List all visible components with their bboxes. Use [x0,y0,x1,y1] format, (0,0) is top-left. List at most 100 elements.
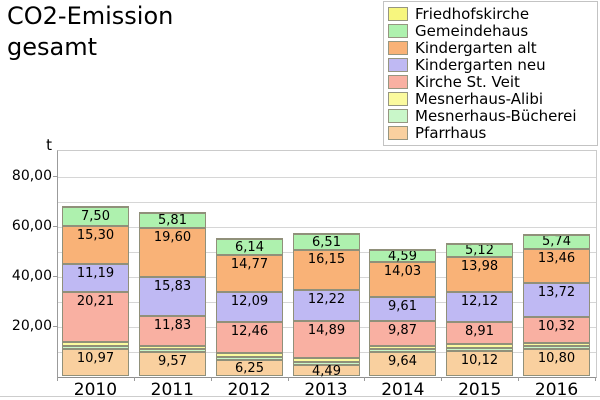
bar-segment-2011-1[interactable] [139,349,206,352]
bar-segment-2010-6[interactable] [62,207,129,226]
legend-item-4[interactable]: Kirche St. Veit [388,72,595,91]
legend-item-5[interactable]: Mesnerhaus-Alibi [388,90,595,109]
bar-segment-2014-0[interactable] [369,352,436,376]
bar-segment-2015-1[interactable] [446,348,513,351]
bar-segment-2011-4[interactable] [139,277,206,316]
bar-segment-2014-1[interactable] [369,349,436,352]
bar-segment-2012-5[interactable] [216,255,283,292]
bar-segment-2013-0[interactable] [293,365,360,376]
legend-item-6[interactable]: Mesnerhaus-Bücherei [388,107,595,126]
bar-segment-2010-5[interactable] [62,226,129,264]
x-axis-label-2011: 2011 [150,380,194,400]
legend-item-label: Kirche St. Veit [415,72,520,91]
y-tick-label-40: 40,00 [11,268,52,284]
legend-swatch-icon [388,74,408,89]
gridline-70 [58,202,596,203]
bar-segment-2011-3[interactable] [139,316,206,346]
y-tick-mark [53,176,57,177]
legend-swatch-icon [388,6,408,21]
bar-segment-2016-2[interactable] [523,343,590,346]
chart-title: CO2-Emission gesamt [7,1,173,63]
x-tick-mark [134,377,135,381]
page-bottom-divider [0,396,600,397]
chart-title-line1: CO2-Emission [7,2,174,30]
y-tick-label-60: 60,00 [11,218,52,234]
chart-legend: Friedhofskirche Gemeindehaus Kindergarten … [383,1,598,146]
bar-segment-2011-0[interactable] [139,352,206,376]
x-tick-mark [441,377,442,381]
bar-segment-2015-4[interactable] [446,292,513,322]
bar-segment-2012-2[interactable] [216,353,283,357]
x-tick-mark [518,377,519,381]
x-tick-mark [211,377,212,381]
bar-segment-2014-5[interactable] [369,262,436,297]
chart-title-line2: gesamt [7,33,97,61]
bar-segment-2012-7[interactable] [216,238,283,240]
bar-segment-2016-5[interactable] [523,249,590,283]
x-axis-label-2014: 2014 [381,380,425,400]
bar-segment-2011-6[interactable] [139,213,206,228]
bar-segment-2015-7[interactable] [446,243,513,245]
bar-segment-2011-5[interactable] [139,228,206,277]
x-axis-label-2010: 2010 [73,380,118,400]
bar-segment-2013-7[interactable] [293,233,360,235]
bar-segment-2013-3[interactable] [293,321,360,358]
bar-segment-2014-6[interactable] [369,250,436,262]
bar-segment-2012-1[interactable] [216,357,283,360]
bar-segment-2013-4[interactable] [293,290,360,321]
bar-segment-2013-1[interactable] [293,362,360,365]
bar-segment-2014-7[interactable] [369,249,436,251]
bar-segment-2016-3[interactable] [523,317,590,343]
bar-segment-2010-0[interactable] [62,349,129,376]
x-tick-mark [57,377,58,381]
legend-item-0[interactable]: Friedhofskirche [388,5,595,23]
bar-segment-2010-7[interactable] [62,206,129,208]
bar-segment-2015-6[interactable] [446,244,513,257]
bar-segment-2013-5[interactable] [293,250,360,290]
x-tick-mark [595,377,596,381]
legend-item-label: Kindergarten alt [415,38,537,57]
legend-item-label: Mesnerhaus-Alibi [415,90,544,109]
x-axis-label-2012: 2012 [227,380,271,400]
bar-segment-2010-3[interactable] [62,292,129,342]
bar-segment-2012-0[interactable] [216,360,283,376]
bar-segment-2010-1[interactable] [62,346,129,349]
bar-segment-2012-3[interactable] [216,322,283,353]
x-axis-label-2016: 2016 [534,380,579,400]
bar-segment-2013-6[interactable] [293,234,360,250]
bar-segment-2016-7[interactable] [523,234,590,236]
bar-segment-2013-2[interactable] [293,358,360,362]
legend-swatch-icon [388,23,408,38]
bar-segment-2014-3[interactable] [369,321,436,346]
x-tick-mark [288,377,289,381]
bar-segment-2016-4[interactable] [523,283,590,317]
bar-segment-2011-7[interactable] [139,212,206,214]
legend-swatch-icon [388,109,408,124]
x-axis-label-2015: 2015 [458,380,502,400]
bar-segment-2011-2[interactable] [139,346,206,349]
legend-item-3[interactable]: Kindergarten neu [388,56,595,74]
legend-item-2[interactable]: Kindergarten alt [388,38,595,57]
bar-segment-2012-6[interactable] [216,239,283,255]
bar-segment-2016-6[interactable] [523,235,590,249]
legend-item-label: Mesnerhaus-Bücherei [415,107,577,126]
bar-segment-2014-2[interactable] [369,346,436,349]
bar-segment-2016-0[interactable] [523,349,590,376]
bar-segment-2010-2[interactable] [62,342,129,346]
bar-segment-2016-1[interactable] [523,346,590,349]
bar-segment-2015-2[interactable] [446,344,513,348]
legend-swatch-icon [388,92,408,107]
bar-segment-2010-4[interactable] [62,264,129,292]
legend-swatch-icon [388,126,408,141]
bar-segment-2015-5[interactable] [446,257,513,292]
legend-item-1[interactable]: Gemeindehaus [388,22,595,40]
bar-segment-2015-0[interactable] [446,351,513,376]
bar-segment-2014-4[interactable] [369,297,436,321]
legend-item-7[interactable]: Pfarrhaus [388,124,595,142]
y-axis-unit-label: t [46,136,52,154]
bar-segment-2015-3[interactable] [446,322,513,344]
y-tick-mark [53,226,57,227]
bar-segment-2012-4[interactable] [216,292,283,322]
gridline-60 [58,227,596,228]
